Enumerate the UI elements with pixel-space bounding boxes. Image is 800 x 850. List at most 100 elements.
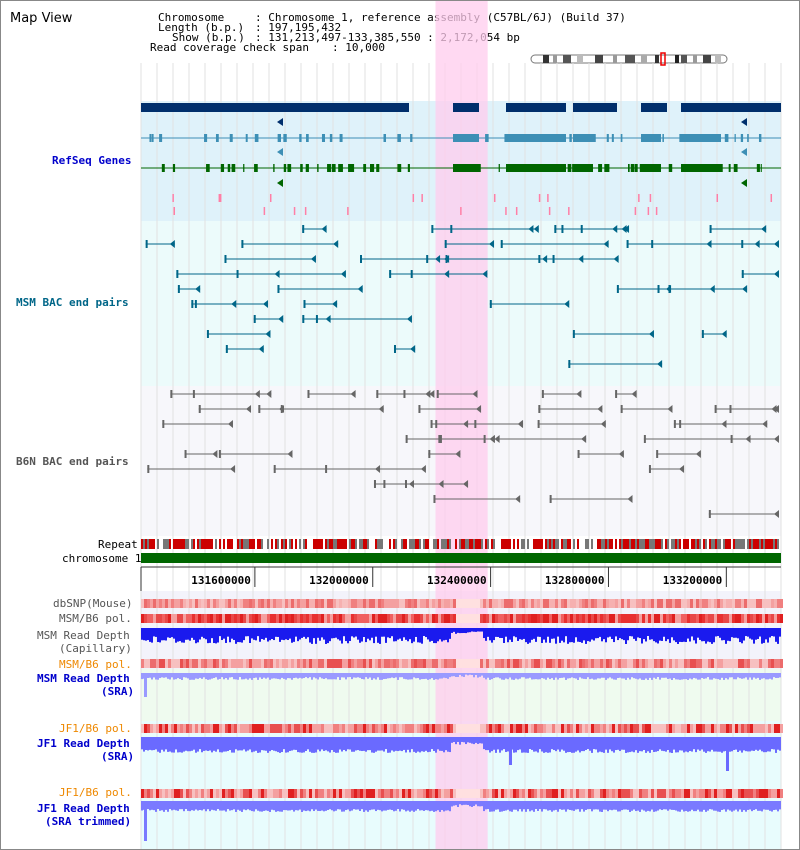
exon-cluster[interactable] [573,134,593,142]
b6n-bac-pair-end[interactable] [192,390,195,398]
exon-cluster[interactable] [573,164,593,172]
b6n-bac-pair-end[interactable] [376,390,379,398]
b6n-bac-pair-end[interactable] [418,405,421,413]
b6n-bac-pair-end[interactable] [198,405,201,413]
exon[interactable] [498,164,500,172]
b6n-bac-pair-end[interactable] [656,450,659,458]
b6n-bac-pair-end[interactable] [577,450,580,458]
msm-bac-pair-end[interactable] [626,240,629,248]
exon[interactable] [277,134,282,142]
msm-bac-pair-end[interactable] [302,225,305,233]
b6n-bac-pair-end[interactable] [212,450,218,458]
msm-bac-pair-end[interactable] [169,240,175,248]
b6n-bac-pair-end[interactable] [428,450,431,458]
b6n-bac-pair-end[interactable] [576,390,582,398]
b6n-bac-pair-end[interactable] [280,405,283,413]
msm-bac-pair-end[interactable] [651,240,654,248]
b6n-bac-pair-end[interactable] [762,420,768,428]
b6n-bac-pair-end[interactable] [679,465,685,473]
exon-cluster[interactable] [641,164,661,172]
track-label-dbsnp[interactable]: dbSNP(Mouse) [53,597,133,610]
exon[interactable] [306,134,309,142]
msm-bac-pair-end[interactable] [303,300,306,308]
msm-bac-pair-end[interactable] [580,225,583,233]
gene-block[interactable] [141,103,409,112]
msm-bac-pair-end[interactable] [357,285,363,293]
b6n-bac-pair-end[interactable] [420,465,426,473]
gene-strand-marker[interactable] [277,179,283,187]
b6n-bac-pair-end[interactable] [538,405,541,413]
b6n-bac-pair-end[interactable] [375,465,381,473]
b6n-bac-pair-end[interactable] [246,405,252,413]
exon[interactable] [300,164,303,172]
b6n-bac-pair-end[interactable] [483,435,486,443]
gene-block[interactable] [573,103,617,112]
gene-strand-marker[interactable] [277,118,283,126]
msm-bac-pair-end[interactable] [406,315,412,323]
msm-bac-pair-end[interactable] [265,330,271,338]
exon-cluster[interactable] [681,164,721,172]
msm-bac-pair-end[interactable] [668,285,671,293]
msm-bac-pair-end[interactable] [648,330,654,338]
exon[interactable] [254,164,258,172]
msm-bac-pair-end[interactable] [410,270,413,278]
exon[interactable] [287,164,292,172]
msm-bac-pair-end[interactable] [500,240,503,248]
exon[interactable] [299,134,302,142]
msm-bac-pair-end[interactable] [225,345,228,353]
gene-strand-marker[interactable] [741,148,747,156]
track-label-chromosome[interactable]: chromosome 1 [62,552,142,565]
msm-bac-pair-end[interactable] [393,345,396,353]
exon[interactable] [220,164,224,172]
msm-bac-pair-end[interactable] [561,225,564,233]
exon[interactable] [628,164,630,172]
b6n-bac-pair-end[interactable] [774,435,779,443]
msm-bac-pair-end[interactable] [277,285,280,293]
exon[interactable] [410,134,413,142]
msm-bac-pair-end[interactable] [231,300,237,308]
b6n-bac-pair-end[interactable] [425,390,431,398]
msm-bac-pair-end[interactable] [621,225,627,233]
gene-block[interactable] [681,103,781,112]
b6n-bac-pair-end[interactable] [383,480,386,488]
b6n-bac-pair-end[interactable] [373,480,376,488]
gene-strand-marker[interactable] [741,118,747,126]
chromosome-ideogram[interactable] [529,52,731,66]
exon-cluster[interactable] [453,134,479,142]
exon[interactable] [243,164,245,172]
b6n-bac-pair-end[interactable] [631,390,637,398]
b6n-bac-pair-end[interactable] [648,465,651,473]
b6n-bac-pair-end[interactable] [230,465,236,473]
exon[interactable] [351,164,355,172]
exon[interactable] [634,164,638,172]
exon[interactable] [679,134,683,142]
msm-bac-pair-end[interactable] [552,255,555,263]
b6n-bac-pair-end[interactable] [615,390,618,398]
b6n-bac-pair-end[interactable] [405,435,408,443]
exon[interactable] [592,134,596,142]
exon[interactable] [339,164,343,172]
exon[interactable] [229,134,233,142]
msm-bac-pair-end[interactable] [578,255,584,263]
exon[interactable] [161,164,165,172]
msm-bac-pair-end[interactable] [721,330,727,338]
exon[interactable] [331,164,336,172]
msm-bac-pair-end[interactable] [360,255,363,263]
b6n-bac-pair-end[interactable] [147,465,150,473]
exon[interactable] [397,134,401,142]
exon[interactable] [339,134,341,142]
exon[interactable] [598,164,603,172]
exon[interactable] [363,164,365,172]
msm-bac-pair-end[interactable] [332,300,338,308]
exon-cluster[interactable] [641,134,661,142]
exon[interactable] [758,134,762,142]
b6n-bac-pair-end[interactable] [258,405,261,413]
b6n-bac-pair-end[interactable] [771,405,777,413]
b6n-bac-pair-end[interactable] [184,450,187,458]
exon[interactable] [569,134,572,142]
msm-bac-pair-end[interactable] [613,255,619,263]
exon[interactable] [611,134,614,142]
msm-bac-pair-end[interactable] [302,315,305,323]
b6n-bac-pair-end[interactable] [378,405,384,413]
exon[interactable] [662,134,664,142]
